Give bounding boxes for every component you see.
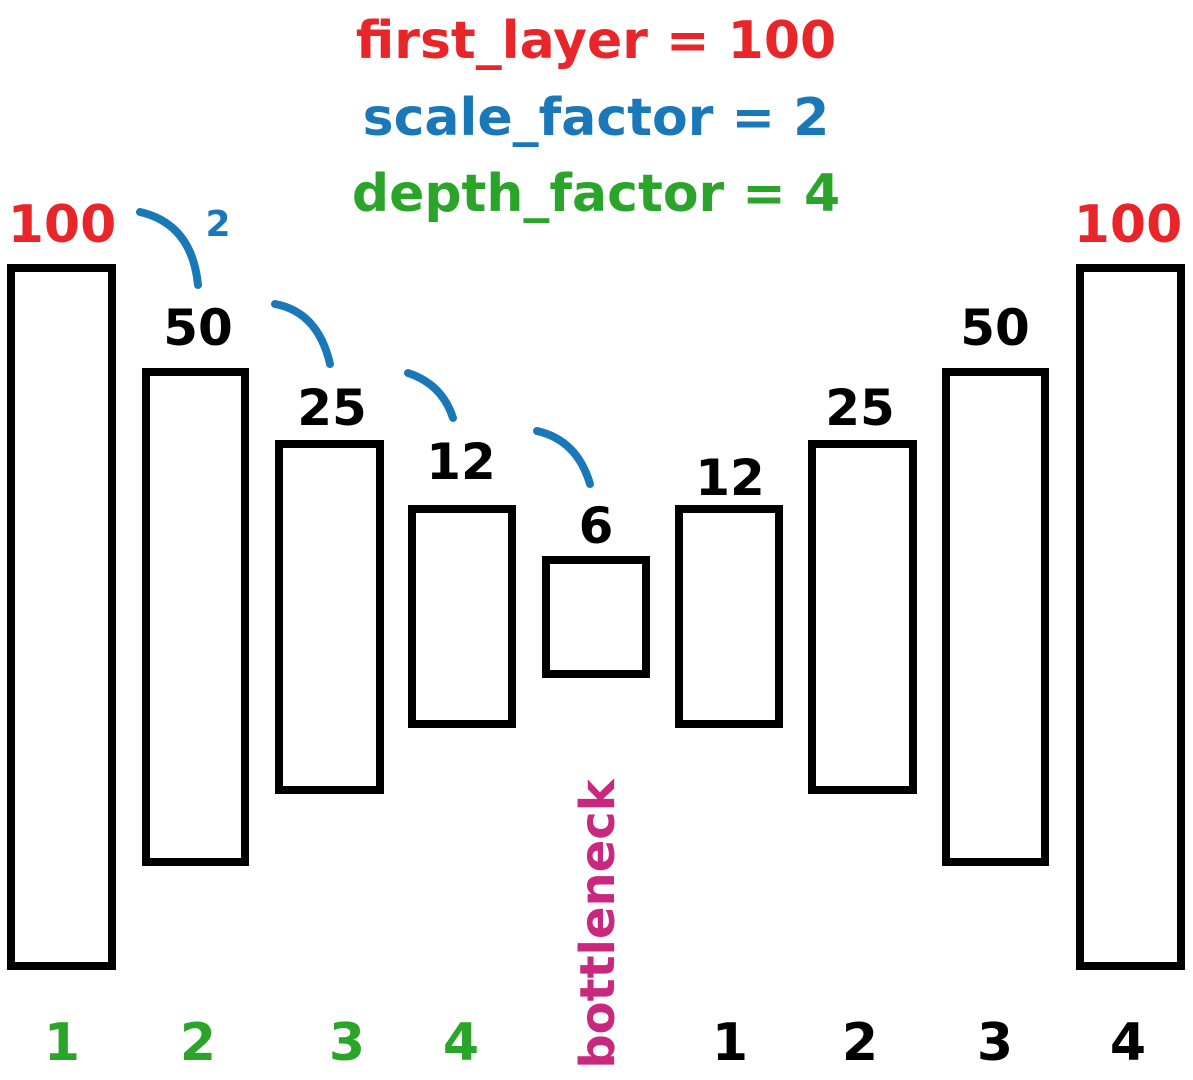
decoder-layer-2-depth: 2 bbox=[842, 1013, 878, 1073]
bottleneck-size: 6 bbox=[579, 497, 614, 555]
scale-factor-param: scale_factor = 2 bbox=[363, 88, 830, 148]
decoder-layer-4-depth: 4 bbox=[1110, 1013, 1146, 1073]
scale-arc-4 bbox=[533, 427, 594, 488]
decoder-layer-3-depth: 3 bbox=[977, 1013, 1013, 1073]
encoder-layer-3-box bbox=[275, 440, 384, 794]
decoder-layer-1-box bbox=[675, 505, 783, 728]
encoder-layer-3-size: 25 bbox=[297, 379, 367, 437]
bottleneck-label: bottleneck bbox=[570, 778, 626, 1068]
scale-arc-2 bbox=[271, 300, 334, 368]
encoder-layer-2-box bbox=[142, 368, 249, 866]
encoder-layer-1-size: 100 bbox=[8, 195, 117, 255]
decoder-layer-4-size: 100 bbox=[1074, 195, 1183, 255]
encoder-layer-4-size: 12 bbox=[426, 433, 496, 491]
first-layer-param: first_layer = 100 bbox=[356, 11, 836, 71]
decoder-layer-4-box bbox=[1076, 264, 1185, 970]
decoder-layer-2-size: 25 bbox=[825, 379, 895, 437]
bottleneck-box bbox=[542, 556, 650, 678]
encoder-layer-1-box bbox=[7, 264, 116, 970]
encoder-layer-1-depth: 1 bbox=[44, 1013, 80, 1073]
decoder-layer-3-box bbox=[942, 368, 1049, 866]
encoder-layer-3-depth: 3 bbox=[329, 1013, 365, 1073]
decoder-layer-3-size: 50 bbox=[960, 299, 1030, 357]
depth-factor-param: depth_factor = 4 bbox=[352, 164, 840, 224]
scale-arc-3 bbox=[404, 369, 457, 422]
decoder-layer-1-depth: 1 bbox=[712, 1013, 748, 1073]
decoder-layer-2-box bbox=[808, 440, 917, 794]
scale-factor-label: 2 bbox=[205, 204, 230, 245]
encoder-layer-2-size: 50 bbox=[163, 299, 233, 357]
scale-arc-1 bbox=[136, 208, 202, 289]
encoder-layer-4-depth: 4 bbox=[443, 1013, 479, 1073]
encoder-layer-4-box bbox=[408, 505, 516, 728]
decoder-layer-1-size: 12 bbox=[695, 449, 765, 507]
encoder-layer-2-depth: 2 bbox=[180, 1013, 216, 1073]
